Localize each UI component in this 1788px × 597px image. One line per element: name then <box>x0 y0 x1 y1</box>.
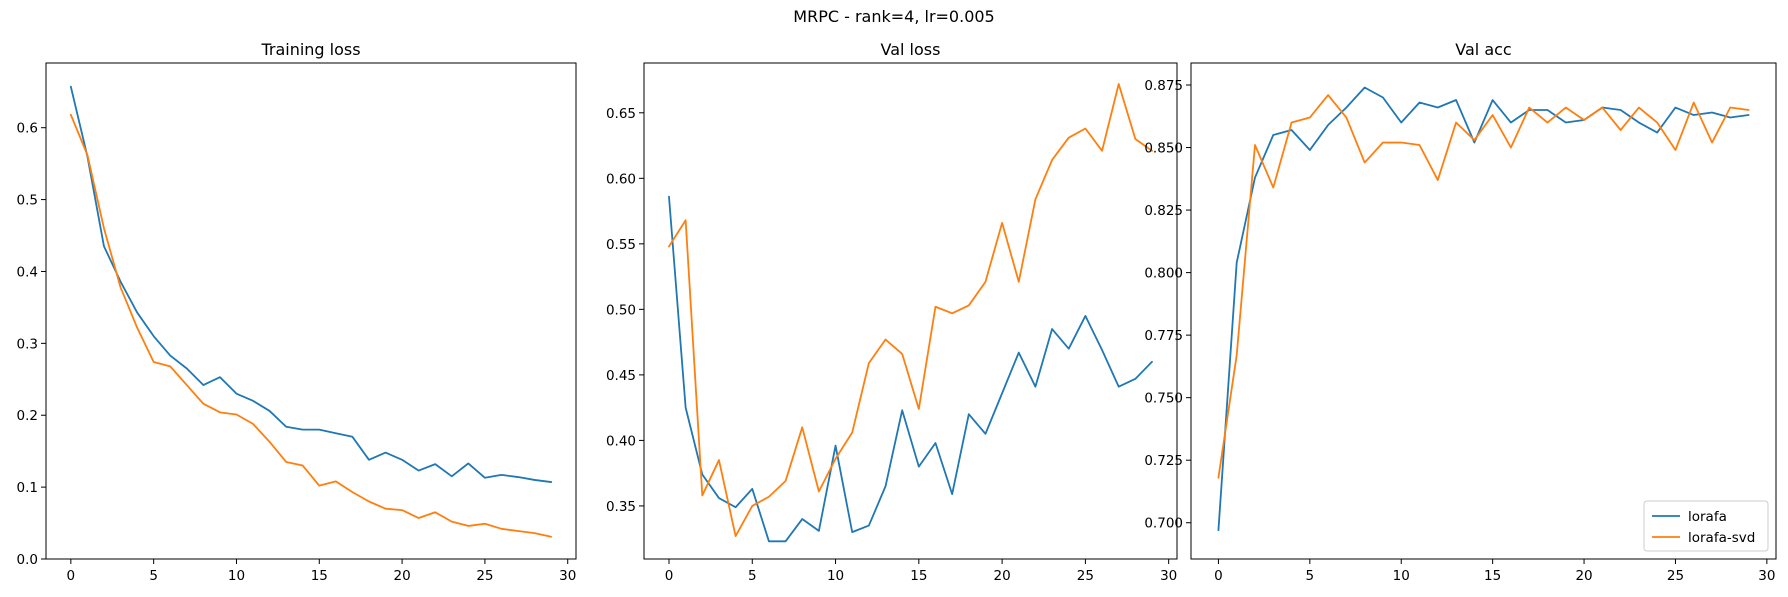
panel-title: Val loss <box>881 40 941 59</box>
panel-val-acc: Val acc 0 5 10 15 20 25 30 0.700 0.725 0.750 0.775 0… <box>1144 40 1777 584</box>
legend-label-lorafa-svd: lorafa-svd <box>1688 530 1755 546</box>
y-tick-label: 0.45 <box>606 368 636 384</box>
y-tick-label: 0.0 <box>17 552 38 568</box>
x-tick-label: 25 <box>1077 568 1094 584</box>
y-tick-label: 0.65 <box>606 106 636 122</box>
panel-title: Training loss <box>260 40 360 59</box>
y-tick-label: 0.40 <box>606 433 636 449</box>
x-tick-label: 10 <box>228 568 245 584</box>
y-tick-label: 0.775 <box>1144 328 1183 344</box>
y-tick-label: 0.60 <box>606 171 636 187</box>
y-tick-label: 0.800 <box>1144 266 1183 282</box>
panel-title: Val acc <box>1455 40 1511 59</box>
x-tick-label: 20 <box>994 568 1011 584</box>
figure-title: MRPC - rank=4, lr=0.005 <box>793 7 994 26</box>
x-tick-label: 30 <box>1758 568 1775 584</box>
y-tick-label: 0.825 <box>1144 203 1183 219</box>
axes-frame <box>45 62 577 560</box>
x-tick-label: 15 <box>311 568 328 584</box>
series-line-lorafa-svd <box>668 83 1153 537</box>
x-tick-label: 0 <box>665 568 674 584</box>
y-tick-label: 0.3 <box>17 336 38 352</box>
y-tick-label: 0.55 <box>606 237 636 253</box>
panel-val-loss: Val loss 0 5 10 15 20 25 30 0.35 0.40 0.45 0.50 0.55… <box>606 40 1178 584</box>
y-tick-label: 0.6 <box>17 121 38 137</box>
x-tick-label: 30 <box>1160 568 1177 584</box>
series-line-lorafa <box>1217 86 1750 532</box>
legend: lorafa lorafa-svd <box>1643 500 1769 552</box>
x-tick-label: 0 <box>67 568 76 584</box>
series-line-lorafa <box>69 85 553 483</box>
y-tick-label: 0.875 <box>1144 78 1183 94</box>
x-tick-label: 5 <box>1306 568 1315 584</box>
series-line-lorafa-svd <box>69 113 553 538</box>
x-tick-label: 20 <box>1575 568 1592 584</box>
series-group <box>69 85 553 538</box>
x-tick-label: 10 <box>827 568 844 584</box>
x-tick-label: 0 <box>1214 568 1223 584</box>
x-tick-label: 25 <box>476 568 493 584</box>
axes-frame <box>643 62 1178 560</box>
series-group <box>668 83 1153 543</box>
legend-box <box>1643 500 1769 552</box>
x-tick-label: 15 <box>1484 568 1501 584</box>
x-tick-label: 30 <box>559 568 576 584</box>
y-tick-label: 0.1 <box>17 480 38 496</box>
panel-training-loss: Training loss 0 5 10 15 20 25 30 0.0 0.1 0.2 0.3 0.4… <box>17 40 577 584</box>
series-line-lorafa <box>668 195 1153 543</box>
x-tick-label: 15 <box>910 568 927 584</box>
y-tick-label: 0.50 <box>606 302 636 318</box>
y-tick-label: 0.750 <box>1144 391 1183 407</box>
x-tick-label: 5 <box>149 568 158 584</box>
y-tick-label: 0.35 <box>606 499 636 515</box>
series-line-lorafa-svd <box>1217 94 1750 479</box>
axes-frame <box>1190 62 1777 560</box>
y-tick-label: 0.5 <box>17 193 38 209</box>
x-tick-label: 10 <box>1393 568 1410 584</box>
y-tick-label: 0.4 <box>17 264 38 280</box>
x-tick-label: 20 <box>394 568 411 584</box>
legend-label-lorafa: lorafa <box>1688 509 1727 525</box>
y-tick-label: 0.700 <box>1144 516 1183 532</box>
x-tick-label: 25 <box>1667 568 1684 584</box>
y-tick-label: 0.2 <box>17 408 38 424</box>
series-group <box>1217 86 1750 532</box>
y-tick-label: 0.850 <box>1144 141 1183 157</box>
x-tick-label: 5 <box>748 568 757 584</box>
y-tick-label: 0.725 <box>1144 453 1183 469</box>
